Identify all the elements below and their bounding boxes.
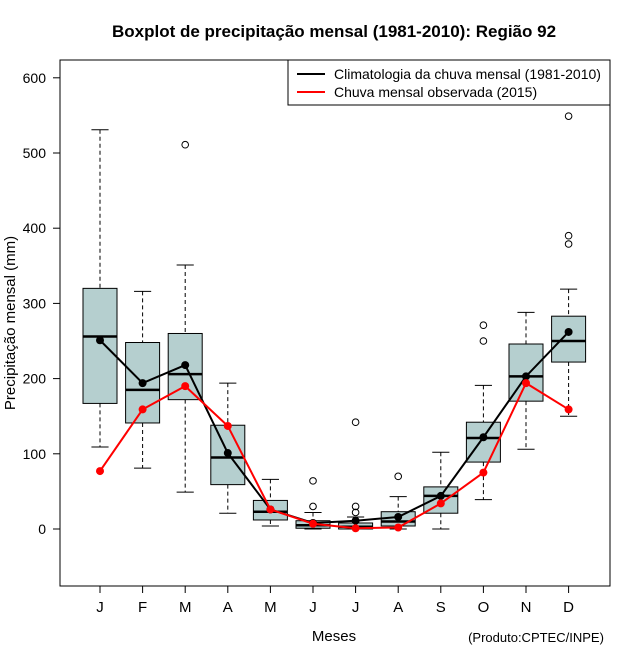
series-point-0 bbox=[351, 516, 360, 525]
series-point-0 bbox=[394, 512, 403, 521]
y-tick-label: 100 bbox=[23, 446, 47, 462]
box-S-8 bbox=[423, 451, 459, 530]
series-point-0 bbox=[522, 372, 530, 381]
y-tick-label: 600 bbox=[23, 70, 47, 86]
x-tick-label: O bbox=[478, 599, 490, 616]
series-point-0 bbox=[96, 336, 104, 345]
outlier-point bbox=[394, 472, 403, 481]
x-tick-label: N bbox=[521, 599, 532, 616]
series-point-1 bbox=[564, 405, 573, 414]
box-J-0 bbox=[82, 129, 118, 448]
series-point-1 bbox=[181, 382, 190, 391]
series-line-1 bbox=[99, 381, 570, 530]
outlier-point bbox=[564, 231, 573, 240]
boxes bbox=[82, 112, 587, 530]
series-point-1 bbox=[522, 379, 530, 388]
outlier-point bbox=[351, 418, 360, 427]
y-axis: 0 100 200 300 400 500 600 bbox=[23, 70, 60, 537]
x-axis-label: Meses bbox=[312, 628, 356, 645]
series-point-0 bbox=[564, 327, 573, 336]
series-point-1 bbox=[436, 499, 445, 508]
series-point-0 bbox=[436, 491, 445, 500]
outlier-point bbox=[564, 112, 573, 120]
legend-box bbox=[287, 59, 611, 106]
legend-label-climatology: Climatologia da chuva mensal (1981-2010) bbox=[334, 66, 601, 82]
series-lines bbox=[96, 327, 573, 533]
series-point-0 bbox=[479, 433, 488, 442]
x-tick-label: J bbox=[309, 599, 317, 616]
outlier-point bbox=[479, 337, 488, 345]
legend: Climatologia da chuva mensal (1981-2010)… bbox=[287, 59, 611, 106]
outlier-point bbox=[564, 240, 573, 248]
y-tick-label: 500 bbox=[23, 145, 47, 161]
y-tick-label: 0 bbox=[38, 521, 46, 537]
y-axis-label: Precipitação mensal (mm) bbox=[2, 236, 19, 410]
x-tick-label: A bbox=[393, 599, 403, 616]
x-tick-label: A bbox=[223, 599, 233, 616]
series-point-1 bbox=[309, 519, 317, 528]
box-iqr bbox=[465, 421, 501, 463]
outlier-point bbox=[351, 508, 360, 517]
legend-label-observed: Chuva mensal observada (2015) bbox=[334, 84, 537, 100]
series-point-1 bbox=[394, 523, 403, 532]
y-tick-label: 200 bbox=[23, 371, 47, 387]
x-tick-label: F bbox=[138, 599, 147, 616]
box-D-11 bbox=[551, 112, 587, 417]
series-point-1 bbox=[138, 405, 147, 414]
credit-text: (Produto:CPTEC/INPE) bbox=[468, 630, 604, 645]
series-point-0 bbox=[138, 379, 147, 388]
box-iqr bbox=[551, 315, 587, 363]
x-tick-label: J bbox=[352, 599, 360, 616]
outlier-point bbox=[351, 502, 360, 511]
x-tick-label: S bbox=[436, 599, 446, 616]
series-point-0 bbox=[181, 361, 190, 370]
outlier-point bbox=[309, 477, 317, 485]
outlier-point bbox=[479, 321, 488, 330]
series-point-1 bbox=[351, 524, 360, 533]
box-M-2 bbox=[167, 140, 203, 493]
outlier-point bbox=[181, 140, 189, 149]
series-point-0 bbox=[223, 449, 232, 458]
x-tick-label: J bbox=[96, 599, 104, 616]
series-line-0 bbox=[99, 331, 570, 524]
chart-title: Boxplot de precipitação mensal (1981-201… bbox=[112, 22, 556, 41]
outlier-point bbox=[309, 502, 317, 511]
x-tick-label: M bbox=[264, 599, 277, 616]
x-tick-label: D bbox=[563, 599, 574, 616]
y-tick-label: 300 bbox=[23, 295, 47, 311]
x-tick-label: M bbox=[179, 599, 192, 616]
y-tick-label: 400 bbox=[23, 220, 47, 236]
series-point-1 bbox=[96, 467, 104, 476]
box-J-6 bbox=[338, 418, 374, 530]
series-point-1 bbox=[266, 505, 275, 514]
series-point-1 bbox=[479, 468, 488, 477]
box-iqr bbox=[82, 287, 118, 404]
series-point-1 bbox=[223, 421, 232, 430]
